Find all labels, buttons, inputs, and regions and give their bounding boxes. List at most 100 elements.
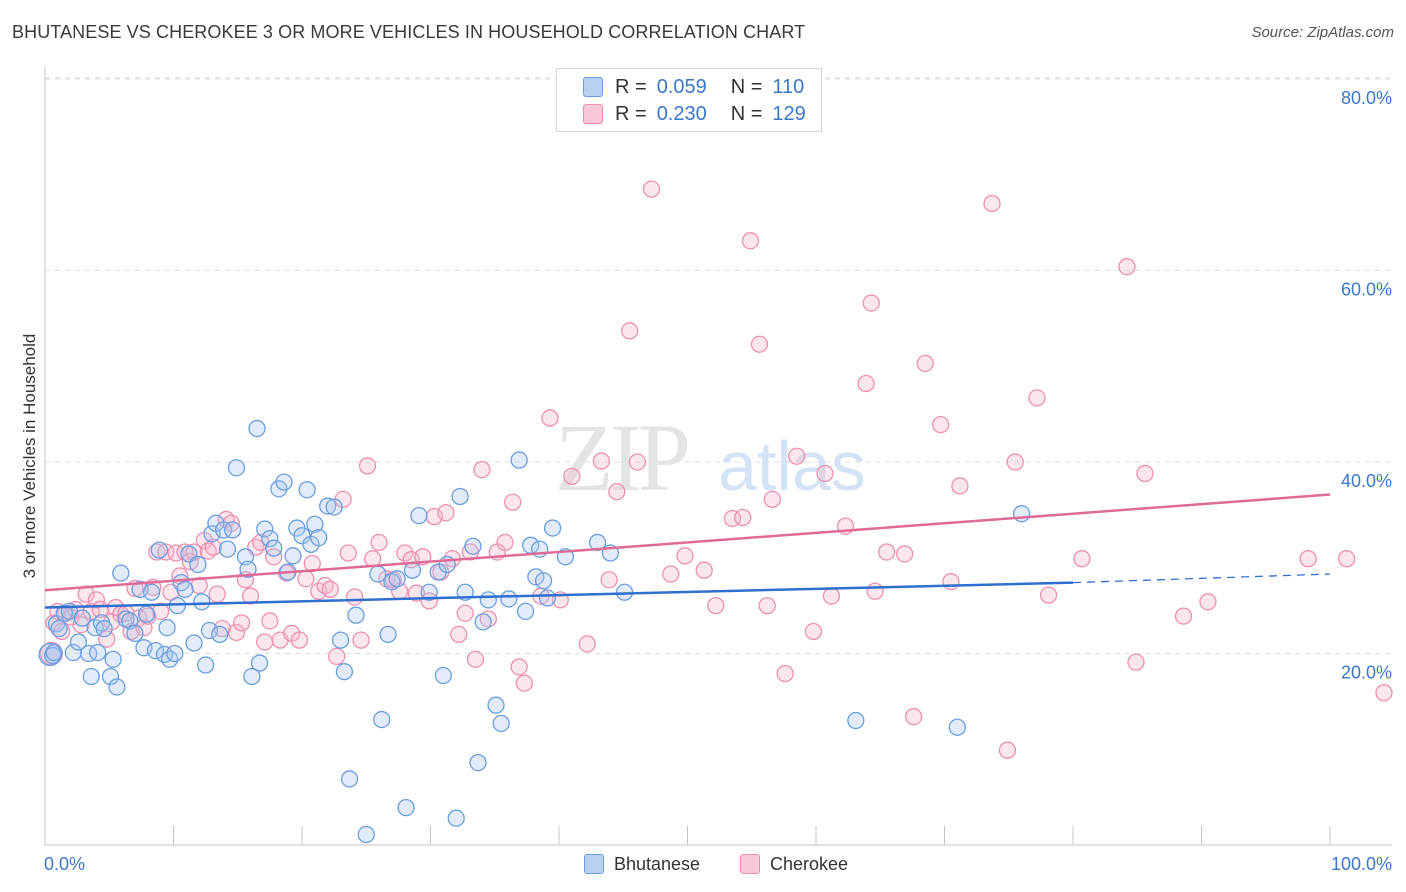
- bhutanese-point: [261, 529, 279, 548]
- bhutanese-point: [227, 459, 246, 477]
- legend-r-label: R =: [615, 102, 647, 125]
- cherokee-point: [1136, 464, 1154, 483]
- legend-n-value: 110: [772, 75, 805, 98]
- legend-n-label: N =: [730, 102, 763, 125]
- bhutanese-point: [500, 590, 518, 608]
- y-axis-label: 3 or more Vehicles in Household: [20, 333, 39, 579]
- trend-lines: [44, 493, 1331, 609]
- bhutanese-point: [510, 451, 528, 469]
- cherokee-point: [541, 409, 559, 427]
- bhutanese-point: [214, 521, 233, 539]
- bhutanese-point: [331, 631, 350, 649]
- cherokee-point: [407, 584, 426, 602]
- source-label: Source: ZipAtlas.com: [1251, 24, 1394, 41]
- bhutanese-point: [492, 714, 510, 733]
- cherokee-point: [1338, 550, 1356, 568]
- bhutanese-point: [284, 547, 302, 565]
- legend-r-value: 0.230: [656, 102, 707, 125]
- bhutanese-point: [80, 644, 98, 663]
- bhutanese-point: [189, 555, 207, 574]
- cherokee-point: [758, 596, 776, 615]
- bhutanese-point: [243, 667, 261, 686]
- cherokee-point: [741, 232, 760, 250]
- cherokee-point: [707, 596, 725, 615]
- bhutanese-point: [447, 809, 465, 827]
- bhutanese-point: [543, 519, 562, 537]
- cherokee-point: [1174, 607, 1193, 625]
- bhutanese-point: [534, 572, 553, 590]
- bhutanese-point: [126, 624, 144, 643]
- x-tick-label: 100.0%: [1331, 854, 1392, 874]
- bhutanese-point: [108, 678, 126, 696]
- cherokee-point: [321, 580, 339, 598]
- cherokee-trend-line: [44, 493, 1331, 592]
- watermark-zip: ZIP: [555, 404, 688, 511]
- bhutanese-point: [150, 541, 169, 559]
- bhutanese-trend-line: [44, 581, 1074, 609]
- chart-title: BHUTANESE VS CHEROKEE 3 OR MORE VEHICLES…: [12, 22, 806, 42]
- cherokee-point: [346, 588, 364, 606]
- cherokee-point: [297, 570, 315, 588]
- legend-row-bhutanese: R = 0.059 N = 110: [583, 75, 804, 99]
- cherokee-point: [822, 587, 841, 605]
- bhutanese-point: [588, 533, 607, 552]
- bhutanese-point: [166, 644, 184, 663]
- cherokee-point: [862, 294, 880, 312]
- cherokee-point: [608, 483, 626, 501]
- cherokee-point: [151, 602, 170, 621]
- legend-swatch-cherokee: [583, 104, 603, 124]
- bhutanese-point: [265, 539, 283, 557]
- cherokee-point: [905, 708, 923, 726]
- cherokee-point: [1039, 586, 1058, 604]
- cherokee-point: [241, 587, 260, 605]
- cherokee-point: [456, 604, 474, 622]
- bhutanese-point: [847, 711, 865, 730]
- cherokee-point: [1127, 653, 1145, 671]
- y-tick-label: 60.0%: [1341, 280, 1392, 300]
- axes: [44, 66, 1392, 846]
- bhutanese-point: [369, 565, 387, 583]
- cherokee-point: [695, 561, 713, 579]
- bhutanese-point: [185, 634, 203, 652]
- cherokee-point: [998, 741, 1017, 759]
- bhutanese-point: [319, 497, 337, 515]
- cherokee-point: [592, 452, 611, 470]
- cherokee-point: [504, 493, 522, 511]
- bhutanese-point: [256, 520, 274, 538]
- cherokee-point: [866, 582, 884, 600]
- bhutanese-point: [193, 593, 211, 611]
- x-tick-label: 0.0%: [44, 854, 85, 874]
- correlation-legend: R = 0.059 N = 110 R = 0.230 N = 129: [556, 68, 822, 132]
- cherokee-point: [628, 453, 647, 471]
- cherokee-point: [763, 490, 781, 508]
- bhutanese-point: [82, 667, 100, 686]
- cherokee-point: [232, 614, 251, 632]
- cherokee-point: [148, 543, 166, 561]
- bhutanese-point: [239, 560, 257, 578]
- bhutanese-point: [95, 619, 113, 638]
- cherokee-point: [87, 591, 106, 609]
- cherokee-point: [1073, 550, 1091, 568]
- bhutanese-points: [38, 419, 1031, 844]
- bhutanese-point: [373, 710, 391, 729]
- y-tick-label: 40.0%: [1341, 471, 1392, 491]
- bhutanese-point: [250, 654, 269, 672]
- bhutanese-point: [298, 481, 316, 499]
- cherokee-point: [396, 544, 414, 562]
- cherokee-point: [1006, 453, 1024, 471]
- bhutanese-point: [146, 641, 165, 660]
- bhutanese-point: [200, 621, 219, 640]
- cherokee-point: [328, 647, 346, 666]
- bhutanese-point: [73, 609, 91, 627]
- legend-swatch-bhutanese: [583, 77, 603, 97]
- cherokee-point: [515, 674, 533, 692]
- cherokee-point: [473, 461, 491, 479]
- bhutanese-point: [397, 799, 415, 817]
- cherokee-point: [352, 631, 370, 649]
- bhutanese-point: [474, 613, 492, 631]
- cherokee-point: [662, 565, 680, 583]
- cherokee-point: [450, 625, 468, 643]
- cherokee-point: [256, 633, 274, 651]
- bhutanese-point: [89, 643, 107, 662]
- cherokee-point: [290, 631, 309, 649]
